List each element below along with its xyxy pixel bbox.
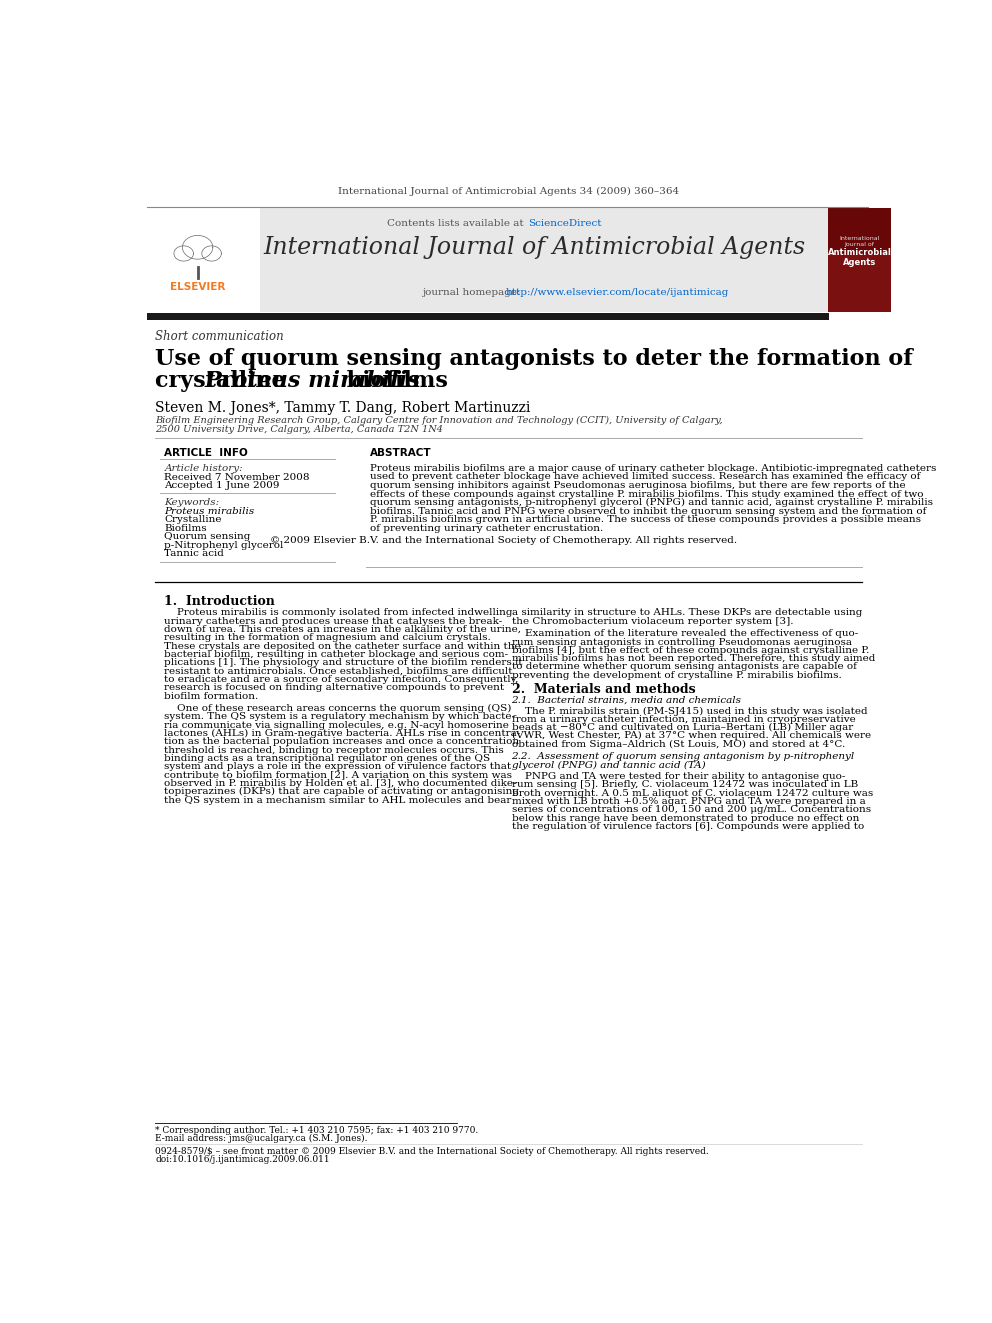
Text: 2.2.  Assessment of quorum sensing antagonism by p-nitrophenyl: 2.2. Assessment of quorum sensing antago…	[512, 751, 855, 761]
Text: 2500 University Drive, Calgary, Alberta, Canada T2N 1N4: 2500 University Drive, Calgary, Alberta,…	[155, 425, 443, 434]
Text: Tannic acid: Tannic acid	[165, 549, 224, 558]
Text: 1.  Introduction: 1. Introduction	[165, 595, 275, 609]
Text: to determine whether quorum sensing antagonists are capable of: to determine whether quorum sensing anta…	[512, 663, 856, 672]
Text: Biofilm Engineering Research Group, Calgary Centre for Innovation and Technology: Biofilm Engineering Research Group, Calg…	[155, 415, 722, 425]
Text: Received 7 November 2008: Received 7 November 2008	[165, 472, 310, 482]
Text: P. mirabilis biofilms grown in artificial urine. The success of these compounds : P. mirabilis biofilms grown in artificia…	[370, 516, 922, 524]
Text: crystalline: crystalline	[155, 369, 294, 392]
Text: Proteus mirabilis biofilms are a major cause of urinary catheter blockage. Antib: Proteus mirabilis biofilms are a major c…	[370, 463, 936, 472]
Text: obtained from Sigma–Aldrich (St Louis, MO) and stored at 4°C.: obtained from Sigma–Aldrich (St Louis, M…	[512, 740, 845, 749]
Text: Quorum sensing: Quorum sensing	[165, 532, 251, 541]
Text: mixed with LB broth +0.5% agar. PNPG and TA were prepared in a: mixed with LB broth +0.5% agar. PNPG and…	[512, 796, 865, 806]
Text: resulting in the formation of magnesium and calcium crystals.: resulting in the formation of magnesium …	[165, 634, 491, 643]
Text: rum sensing [5]. Briefly, C. violaceum 12472 was inoculated in LB: rum sensing [5]. Briefly, C. violaceum 1…	[512, 781, 858, 790]
Text: http://www.elsevier.com/locate/ijantimicag: http://www.elsevier.com/locate/ijantimic…	[506, 288, 729, 298]
Text: bacterial biofilm, resulting in catheter blockage and serious com-: bacterial biofilm, resulting in catheter…	[165, 650, 509, 659]
Text: International Journal of Antimicrobial Agents: International Journal of Antimicrobial A…	[264, 235, 806, 259]
Text: Proteus mirabilis: Proteus mirabilis	[165, 507, 255, 516]
Text: the Chromobacterium violaceum reporter system [3].: the Chromobacterium violaceum reporter s…	[512, 617, 793, 626]
Text: lactones (AHLs) in Gram-negative bacteria. AHLs rise in concentra-: lactones (AHLs) in Gram-negative bacteri…	[165, 729, 521, 738]
Text: quorum sensing inhibitors against Pseudomonas aeruginosa biofilms, but there are: quorum sensing inhibitors against Pseudo…	[370, 482, 906, 490]
Text: beads at −80°C and cultivated on Luria–Bertani (LB) Miller agar: beads at −80°C and cultivated on Luria–B…	[512, 722, 853, 732]
Text: of preventing urinary catheter encrustation.: of preventing urinary catheter encrustat…	[370, 524, 604, 533]
Text: Crystalline: Crystalline	[165, 515, 222, 524]
Text: broth overnight. A 0.5 mL aliquot of C. violaceum 12472 culture was: broth overnight. A 0.5 mL aliquot of C. …	[512, 789, 873, 798]
Text: rum sensing antagonists in controlling Pseudomonas aeruginosa: rum sensing antagonists in controlling P…	[512, 638, 851, 647]
Text: International
Journal of: International Journal of	[839, 235, 880, 246]
Text: down of urea. This creates an increase in the alkalinity of the urine,: down of urea. This creates an increase i…	[165, 624, 522, 634]
Text: below this range have been demonstrated to produce no effect on: below this range have been demonstrated …	[512, 814, 859, 823]
Text: system and plays a role in the expression of virulence factors that: system and plays a role in the expressio…	[165, 762, 512, 771]
Text: observed in P. mirabilis by Holden et al. [3], who documented dike-: observed in P. mirabilis by Holden et al…	[165, 779, 517, 789]
Text: the QS system in a mechanism similar to AHL molecules and bear: the QS system in a mechanism similar to …	[165, 795, 512, 804]
Text: One of these research areas concerns the quorum sensing (QS): One of these research areas concerns the…	[165, 704, 512, 713]
Text: tion as the bacterial population increases and once a concentration: tion as the bacterial population increas…	[165, 737, 520, 746]
Text: Examination of the literature revealed the effectiveness of quo-: Examination of the literature revealed t…	[512, 630, 858, 638]
Text: ELSEVIER: ELSEVIER	[170, 282, 225, 292]
Text: Article history:: Article history:	[165, 463, 243, 472]
Text: system. The QS system is a regulatory mechanism by which bacte-: system. The QS system is a regulatory me…	[165, 712, 515, 721]
Text: Short communication: Short communication	[155, 329, 284, 343]
Text: Accepted 1 June 2009: Accepted 1 June 2009	[165, 482, 280, 491]
Text: to eradicate and are a source of secondary infection. Consequently,: to eradicate and are a source of seconda…	[165, 675, 519, 684]
Text: ria communicate via signalling molecules, e.g. N-acyl homoserine: ria communicate via signalling molecules…	[165, 721, 509, 730]
Text: © 2009 Elsevier B.V. and the International Society of Chemotherapy. All rights r: © 2009 Elsevier B.V. and the Internation…	[270, 536, 737, 545]
Text: Use of quorum sensing antagonists to deter the formation of: Use of quorum sensing antagonists to det…	[155, 348, 913, 370]
Text: Keywords:: Keywords:	[165, 497, 219, 507]
Text: E-mail address: jms@ucalgary.ca (S.M. Jones).: E-mail address: jms@ucalgary.ca (S.M. Jo…	[155, 1134, 367, 1143]
Text: Contents lists available at: Contents lists available at	[387, 218, 527, 228]
Text: the regulation of virulence factors [6]. Compounds were applied to: the regulation of virulence factors [6].…	[512, 822, 864, 831]
Bar	[147, 208, 829, 312]
Text: glycerol (PNPG) and tannic acid (TA): glycerol (PNPG) and tannic acid (TA)	[512, 761, 705, 770]
Bar	[827, 208, 891, 254]
Text: PNPG and TA were tested for their ability to antagonise quo-: PNPG and TA were tested for their abilit…	[512, 773, 845, 781]
Text: Antimicrobial
Agents: Antimicrobial Agents	[827, 249, 892, 267]
Text: 0924-8579/$ – see front matter © 2009 Elsevier B.V. and the International Societ: 0924-8579/$ – see front matter © 2009 El…	[155, 1147, 708, 1156]
Text: effects of these compounds against crystalline P. mirabilis biofilms. This study: effects of these compounds against cryst…	[370, 490, 924, 499]
Text: International Journal of Antimicrobial Agents 34 (2009) 360–364: International Journal of Antimicrobial A…	[338, 187, 679, 196]
Text: used to prevent catheter blockage have achieved limited success. Research has ex: used to prevent catheter blockage have a…	[370, 472, 921, 482]
Text: contribute to biofilm formation [2]. A variation on this system was: contribute to biofilm formation [2]. A v…	[165, 770, 512, 779]
Text: quorum sensing antagonists, p-nitrophenyl glycerol (PNPG) and tannic acid, again: quorum sensing antagonists, p-nitropheny…	[370, 499, 933, 507]
Text: resistant to antimicrobials. Once established, biofilms are difficult: resistant to antimicrobials. Once establ…	[165, 667, 513, 676]
Text: ARTICLE  INFO: ARTICLE INFO	[165, 448, 248, 458]
Text: preventing the development of crystalline P. mirabilis biofilms.: preventing the development of crystallin…	[512, 671, 841, 680]
Text: ScienceDirect: ScienceDirect	[529, 218, 602, 228]
Text: mirabilis biofilms has not been reported. Therefore, this study aimed: mirabilis biofilms has not been reported…	[512, 654, 875, 663]
Bar	[147, 208, 260, 312]
Text: Proteus mirabilis is commonly isolated from infected indwelling: Proteus mirabilis is commonly isolated f…	[165, 609, 513, 618]
Text: urinary catheters and produces urease that catalyses the break-: urinary catheters and produces urease th…	[165, 617, 503, 626]
Text: Proteus mirabilis: Proteus mirabilis	[204, 369, 421, 392]
Text: series of concentrations of 100, 150 and 200 μg/mL. Concentrations: series of concentrations of 100, 150 and…	[512, 806, 871, 815]
Text: The P. mirabilis strain (PM-SJ415) used in this study was isolated: The P. mirabilis strain (PM-SJ415) used …	[512, 706, 867, 716]
Text: journal homepage:: journal homepage:	[423, 288, 524, 298]
Text: biofilm formation.: biofilm formation.	[165, 692, 259, 701]
Text: p-Nitrophenyl glycerol: p-Nitrophenyl glycerol	[165, 541, 284, 549]
Bar	[147, 312, 829, 320]
Text: from a urinary catheter infection, maintained in cryopreservative: from a urinary catheter infection, maint…	[512, 714, 855, 724]
Text: (VWR, West Chester, PA) at 37°C when required. All chemicals were: (VWR, West Chester, PA) at 37°C when req…	[512, 732, 871, 741]
Text: a similarity in structure to AHLs. These DKPs are detectable using: a similarity in structure to AHLs. These…	[512, 609, 862, 618]
Text: ABSTRACT: ABSTRACT	[370, 448, 433, 458]
Text: * Corresponding author. Tel.: +1 403 210 7595; fax: +1 403 210 9770.: * Corresponding author. Tel.: +1 403 210…	[155, 1126, 478, 1135]
Text: topiperazines (DKPs) that are capable of activating or antagonising: topiperazines (DKPs) that are capable of…	[165, 787, 519, 796]
Text: biofilms [4], but the effect of these compounds against crystalline P.: biofilms [4], but the effect of these co…	[512, 646, 869, 655]
Text: threshold is reached, binding to receptor molecules occurs. This: threshold is reached, binding to recepto…	[165, 746, 504, 754]
Text: binding acts as a transcriptional regulator on genes of the QS: binding acts as a transcriptional regula…	[165, 754, 490, 763]
Text: 2.  Materials and methods: 2. Materials and methods	[512, 683, 695, 696]
Text: biofilms. Tannic acid and PNPG were observed to inhibit the quorum sensing syste: biofilms. Tannic acid and PNPG were obse…	[370, 507, 927, 516]
Text: research is focused on finding alternative compounds to prevent: research is focused on finding alternati…	[165, 683, 504, 692]
Text: biofilms: biofilms	[339, 369, 448, 392]
Text: doi:10.1016/j.ijantimicag.2009.06.011: doi:10.1016/j.ijantimicag.2009.06.011	[155, 1155, 329, 1164]
Text: Biofilms: Biofilms	[165, 524, 207, 533]
Text: 2.1.  Bacterial strains, media and chemicals: 2.1. Bacterial strains, media and chemic…	[512, 696, 741, 705]
Bar	[827, 208, 891, 312]
Text: plications [1]. The physiology and structure of the biofilm renders it: plications [1]. The physiology and struc…	[165, 659, 523, 667]
Text: These crystals are deposited on the catheter surface and within the: These crystals are deposited on the cath…	[165, 642, 521, 651]
Text: Steven M. Jones*, Tammy T. Dang, Robert Martinuzzi: Steven M. Jones*, Tammy T. Dang, Robert …	[155, 401, 531, 414]
